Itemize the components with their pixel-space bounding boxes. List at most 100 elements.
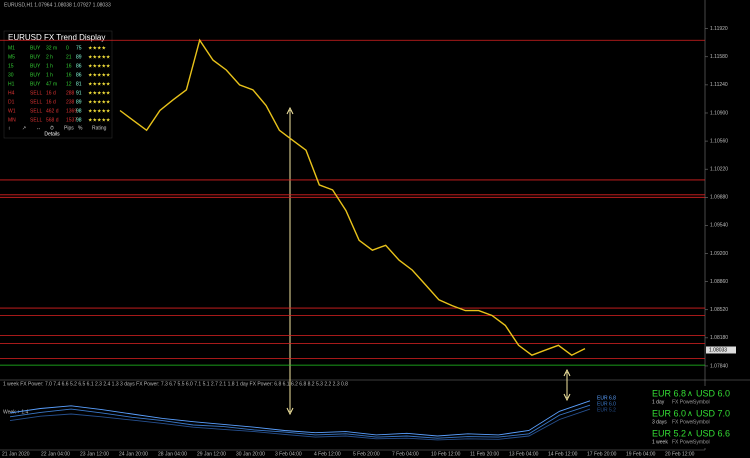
x-tick-label: 29 Jan 12:00 bbox=[197, 451, 226, 457]
panel-cell: ★★★★★ bbox=[88, 117, 111, 123]
panel-cell: H4 bbox=[8, 90, 15, 96]
y-tick-label: 1.11240 bbox=[710, 82, 728, 88]
panel-cell: 75 bbox=[76, 45, 82, 51]
panel-cell: 98 bbox=[76, 117, 82, 123]
trend-panel bbox=[3, 30, 113, 139]
panel-cell: 91 bbox=[76, 90, 82, 96]
fx-period: 1 week bbox=[652, 439, 668, 445]
price-line bbox=[119, 38, 586, 357]
y-tick-label: 1.10220 bbox=[710, 167, 728, 173]
x-tick-label: 10 Feb 12:00 bbox=[431, 451, 461, 457]
panel-cell: ★★★★★ bbox=[88, 63, 111, 69]
panel-cell: 16 d bbox=[46, 90, 56, 96]
panel-details: Details bbox=[44, 131, 60, 137]
fx-sub: Symbol bbox=[693, 399, 710, 405]
x-tick-label: 21 Jan 2020 bbox=[2, 451, 30, 457]
panel-cell: M5 bbox=[8, 54, 15, 60]
panel-cell: 89 bbox=[76, 99, 82, 105]
panel-cell: BUY bbox=[30, 72, 41, 78]
panel-cell: 16 d bbox=[46, 99, 56, 105]
panel-cell: 288 bbox=[66, 90, 75, 96]
panel-footer: ↔ bbox=[36, 125, 41, 131]
panel-cell: 30 bbox=[8, 72, 14, 78]
panel-cell: 86 bbox=[76, 63, 82, 69]
panel-cell: 1 h bbox=[46, 63, 53, 69]
x-tick-label: 19 Feb 04:00 bbox=[626, 451, 656, 457]
panel-cell: BUY bbox=[30, 45, 41, 51]
panel-cell: ★★★★★ bbox=[88, 81, 111, 87]
fx-base: EUR 6.0 bbox=[652, 408, 686, 418]
panel-cell: 462 d bbox=[46, 108, 59, 114]
price-line bbox=[9, 404, 591, 439]
price-line bbox=[9, 400, 591, 437]
panel-cell: SELL bbox=[30, 90, 42, 96]
y-tick-label: 1.08520 bbox=[710, 307, 728, 313]
panel-cell: ★★★★★ bbox=[88, 90, 111, 96]
y-tick-label: 1.08860 bbox=[710, 279, 728, 285]
panel-cell: 81 bbox=[76, 81, 82, 87]
x-tick-label: 28 Jan 04:00 bbox=[158, 451, 187, 457]
fx-period: 3 days bbox=[652, 419, 667, 425]
y-tick-label: 1.11580 bbox=[710, 54, 728, 60]
arrow-heads bbox=[563, 368, 571, 402]
fx-quote: USD 6.6 bbox=[696, 428, 730, 438]
y-tick-label: 1.08180 bbox=[710, 335, 728, 341]
panel-footer: % bbox=[78, 125, 83, 131]
panel-cell: 47 m bbox=[46, 81, 57, 87]
fx-sub: FX Power bbox=[672, 419, 694, 425]
panel-cell: 0 bbox=[66, 45, 69, 51]
fx-caret: ∧ bbox=[687, 389, 693, 398]
legend-entry: EUR 6.8 bbox=[597, 395, 616, 401]
panel-footer: Rating bbox=[92, 125, 107, 131]
panel-cell: M1 bbox=[8, 45, 15, 51]
panel-cell: SELL bbox=[30, 108, 42, 114]
x-tick-label: 14 Feb 12:00 bbox=[548, 451, 578, 457]
x-tick-label: 23 Jan 12:00 bbox=[80, 451, 109, 457]
panel-cell: SELL bbox=[30, 117, 42, 123]
panel-footer: Pips bbox=[64, 125, 74, 131]
arrow-heads bbox=[286, 106, 294, 416]
x-tick-label: 11 Feb 20:00 bbox=[470, 451, 499, 457]
y-tick-label: 1.09540 bbox=[710, 223, 728, 229]
fx-base: EUR 5.2 bbox=[652, 428, 686, 438]
y-tick-label: 1.10560 bbox=[710, 138, 728, 144]
fx-caret: ∧ bbox=[687, 429, 693, 438]
fx-sub: Symbol bbox=[693, 419, 710, 425]
fx-caret: ∧ bbox=[687, 409, 693, 418]
y-tick-label: 1.09880 bbox=[710, 195, 728, 201]
panel-cell: ★★★★★ bbox=[88, 99, 111, 105]
x-tick-label: 20 Feb 12:00 bbox=[665, 451, 695, 457]
fx-sub: Symbol bbox=[693, 439, 710, 445]
panel-cell: ★★★★★ bbox=[88, 108, 111, 114]
current-price-label: 1.08033 bbox=[709, 347, 727, 353]
panel-cell: 1537 bbox=[66, 117, 77, 123]
y-tick-label: 1.10900 bbox=[710, 110, 728, 116]
panel-cell: 98 bbox=[76, 108, 82, 114]
x-tick-label: 7 Feb 04:00 bbox=[392, 451, 419, 457]
panel-cell: BUY bbox=[30, 81, 41, 87]
panel-cell: H1 bbox=[8, 81, 15, 87]
fx-quote: USD 6.0 bbox=[696, 388, 730, 398]
y-tick-label: 1.11920 bbox=[710, 26, 728, 32]
x-tick-label: 24 Jan 20:00 bbox=[119, 451, 148, 457]
panel-cell: 86 bbox=[76, 72, 82, 78]
panel-cell: ★★★★★ bbox=[88, 72, 111, 78]
panel-cell: W1 bbox=[8, 108, 16, 114]
panel-cell: 12 bbox=[66, 81, 72, 87]
panel-cell: 21 bbox=[66, 54, 72, 60]
y-tick-label: 1.09200 bbox=[710, 251, 728, 257]
panel-cell: ★★★★★ bbox=[88, 54, 111, 60]
x-tick-label: 5 Feb 20:00 bbox=[353, 451, 380, 457]
legend-entry: EUR 6.0 bbox=[597, 401, 616, 407]
fx-period: 1 day bbox=[652, 399, 665, 405]
panel-cell: ★★★★ bbox=[88, 45, 106, 51]
panel-footer: ↕ bbox=[8, 125, 11, 131]
x-tick-label: 13 Feb 04:00 bbox=[509, 451, 539, 457]
panel-cell: MN bbox=[8, 117, 16, 123]
panel-title: EURUSD FX Trend Display bbox=[8, 33, 105, 42]
panel-cell: D1 bbox=[8, 99, 15, 105]
panel-cell: 2 h bbox=[46, 54, 53, 60]
